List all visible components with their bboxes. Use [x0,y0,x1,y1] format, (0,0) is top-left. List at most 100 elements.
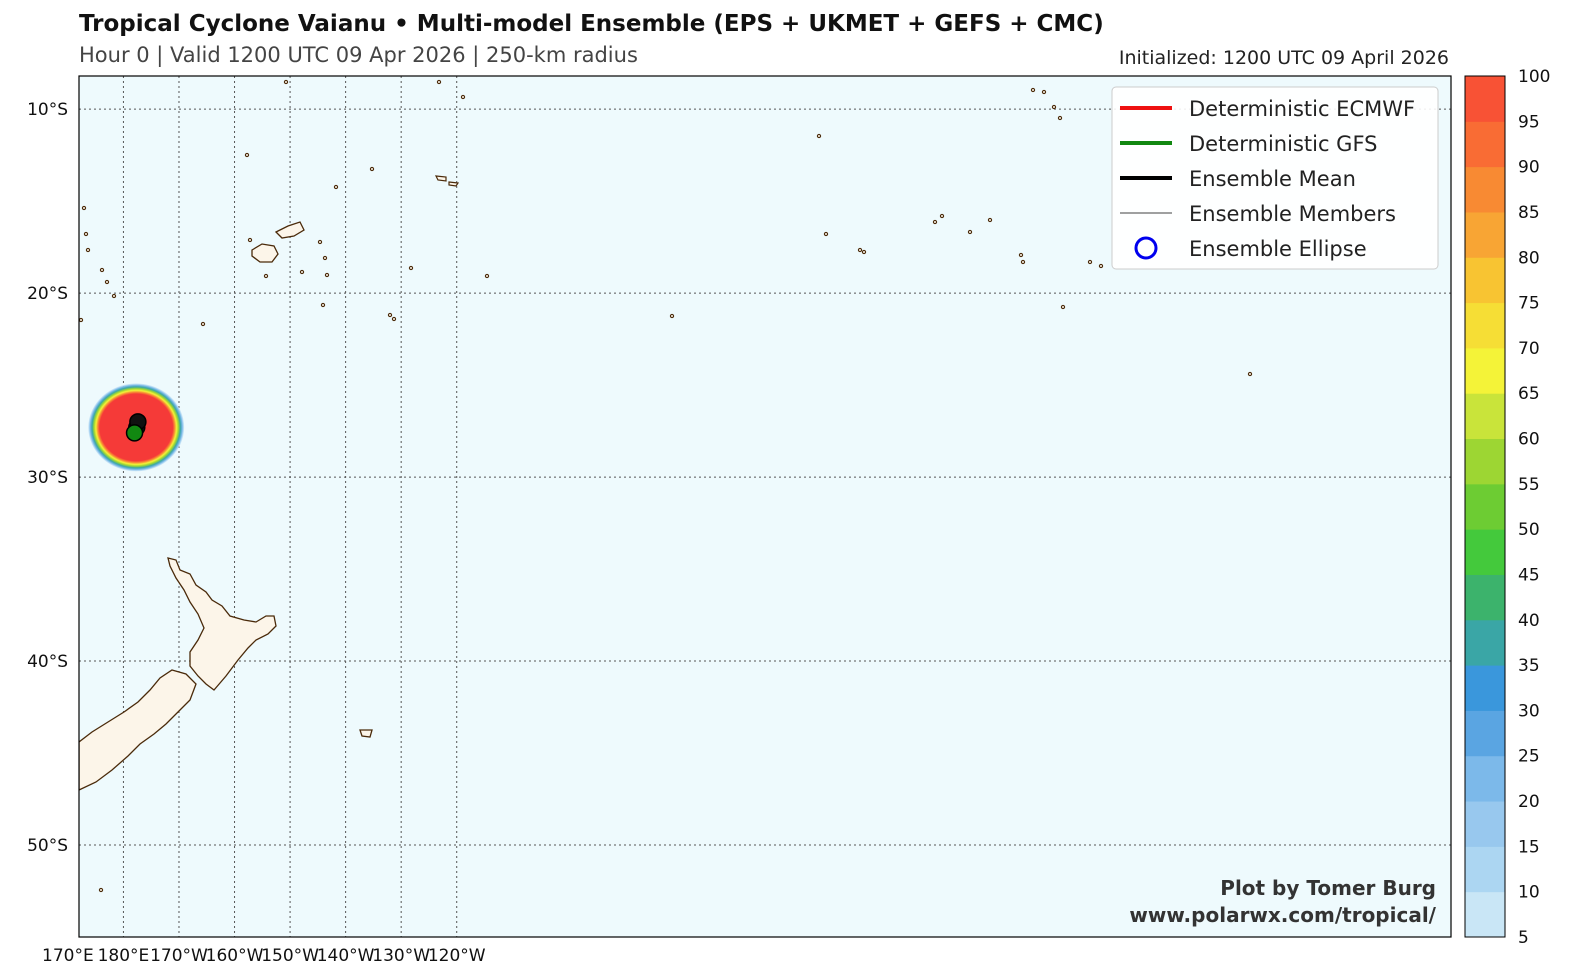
colorbar-bin [1465,710,1505,757]
colorbar-bin [1465,801,1505,847]
island [669,313,675,319]
island [1051,104,1057,110]
lat-tick-label: 50°S [27,836,68,856]
colorbar-label: 65 [1518,384,1540,404]
lat-tick-label: 20°S [27,284,68,304]
island [857,247,863,253]
colorbar-label: 5 [1518,928,1529,948]
colorbar-label: 95 [1518,112,1540,132]
island [320,302,326,308]
island [81,205,87,211]
colorbar-label: 10 [1518,883,1540,903]
island [98,887,104,893]
colorbar-label: 90 [1518,158,1540,178]
island [369,166,375,172]
island [1247,371,1253,377]
island [322,255,328,261]
colorbar-bin [1465,211,1505,258]
island [1018,252,1024,258]
map-frame [78,75,1452,938]
colorbar-bin [1465,302,1505,349]
page-title: Tropical Cyclone Vaianu • Multi-model En… [79,11,1104,37]
initialized-time: Initialized: 1200 UTC 09 April 2026 [1118,47,1449,69]
lat-tick-label: 10°S [27,100,68,120]
island [1020,259,1026,265]
colorbar-label: 75 [1518,294,1540,314]
island [408,265,414,271]
lon-tick-label: 170°W [150,946,208,966]
colorbar-label: 15 [1518,837,1540,857]
lon-tick-label: 120°W [428,946,486,966]
colorbar-label: 70 [1518,339,1540,359]
colorbar-bin [1465,665,1505,711]
colorbar-bin [1465,755,1505,802]
island [299,269,305,275]
island [1087,259,1093,265]
island [967,229,973,235]
colorbar-label: 100 [1518,67,1550,87]
lat-tick-label: 30°S [27,468,68,488]
colorbar-label: 60 [1518,430,1540,450]
legend-label-ellipse: Ensemble Ellipse [1189,237,1367,261]
colorbar-bin [1465,574,1505,621]
island [99,267,105,273]
colorbar-frame [1464,75,1506,938]
island [387,312,393,318]
island [460,94,466,100]
island [200,321,206,327]
graticule [79,76,1451,937]
colorbar-bin [1465,619,1505,666]
colorbar-label: 30 [1518,701,1540,721]
lon-tick-label: 140°W [317,946,375,966]
page-subtitle: Hour 0 | Valid 1200 UTC 09 Apr 2026 | 25… [79,43,638,67]
colorbar-label: 85 [1518,203,1540,223]
colorbar-label: 50 [1518,520,1540,540]
samoa-island-east [448,181,460,187]
colorbar-label: 25 [1518,747,1540,767]
island [484,273,490,279]
colorbar-label: 80 [1518,248,1540,268]
island [317,239,323,245]
island [244,152,250,158]
colorbar-bin [1465,347,1505,394]
island [324,272,330,278]
colorbar-label: 45 [1518,565,1540,585]
colorbar-bin [1465,438,1505,485]
legend: Deterministic ECMWF Deterministic GFS En… [1111,86,1439,270]
colorbar-bin [1465,846,1505,893]
colorbar [1465,76,1505,938]
island [823,231,829,237]
legend-swatch-ellipse [1134,236,1158,260]
lon-tick-label: 150°W [261,946,319,966]
island [1041,89,1047,95]
colorbar-bin [1465,76,1505,122]
fiji-island [251,243,279,263]
samoa-island [434,175,447,182]
colorbar-bin [1465,891,1505,938]
island [939,213,945,219]
island [861,249,867,255]
island [391,316,397,322]
colorbar-label: 20 [1518,792,1540,812]
island [1057,115,1063,121]
island [816,133,822,139]
island [1060,304,1066,310]
colorbar-label: 35 [1518,656,1540,676]
new-zealand-south-island [79,669,197,791]
colorbar-bin [1465,121,1505,168]
colorbar-bin [1465,529,1505,575]
colorbar-bin [1465,483,1505,530]
colorbar-bin [1465,166,1505,213]
legend-box [1111,86,1439,270]
colorbar-label: 40 [1518,611,1540,631]
island [85,247,91,253]
gfs-position [125,424,144,442]
small-islands [79,79,1253,893]
new-zealand-north-island [167,557,277,691]
credit-author: Plot by Tomer Burg [1220,876,1436,900]
lon-tick-label: 160°W [206,946,264,966]
lon-tick-label: 130°W [372,946,430,966]
island [987,217,993,223]
